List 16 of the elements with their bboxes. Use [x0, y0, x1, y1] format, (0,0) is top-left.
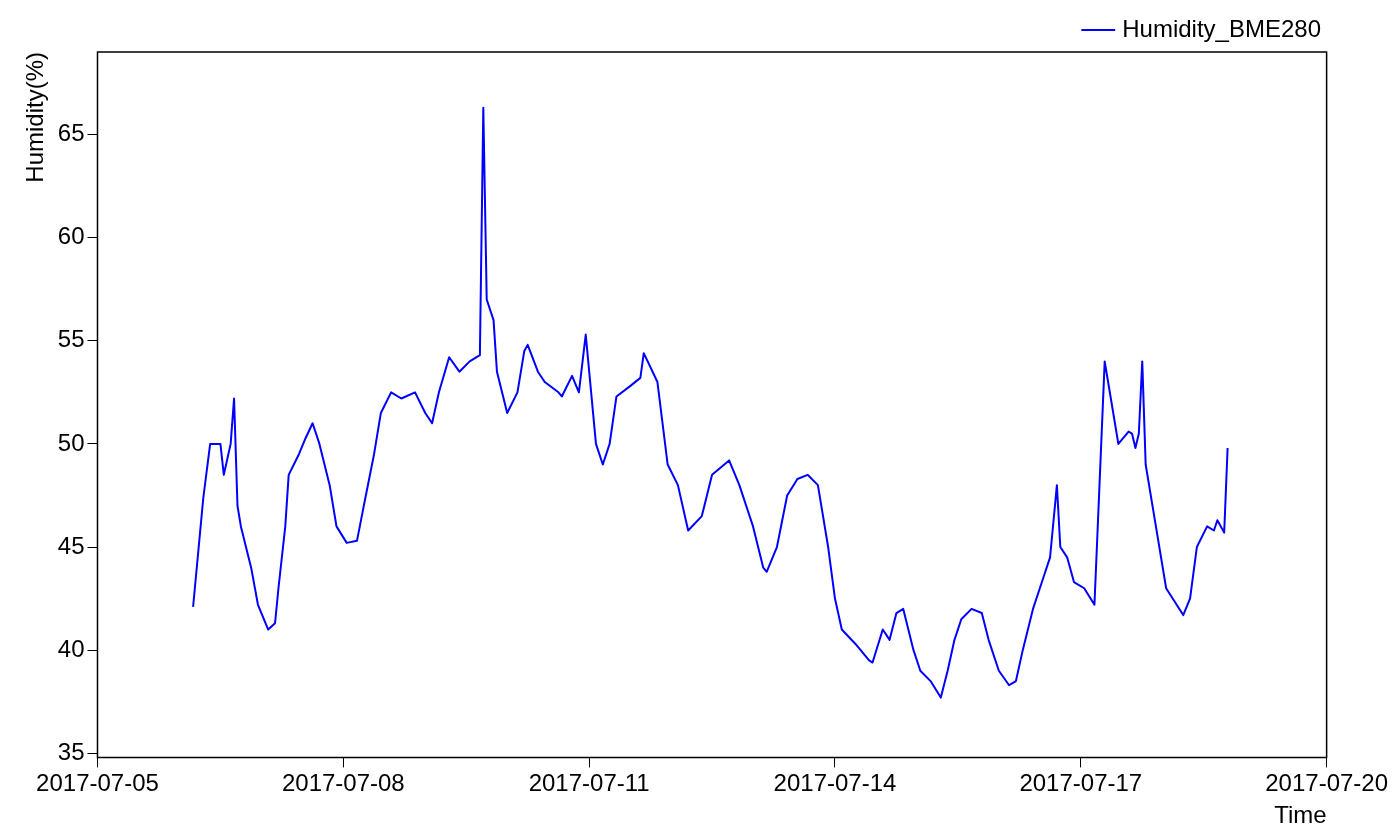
x-axis-title: Time — [1274, 801, 1327, 829]
x-tick-label: 2017-07-08 — [281, 769, 405, 797]
x-tick-label: 2017-07-20 — [1265, 769, 1388, 797]
y-tick-label: 40 — [57, 634, 85, 662]
x-tick-label: 2017-07-11 — [528, 769, 650, 797]
x-tick-label: 2017-07-14 — [773, 769, 897, 797]
x-tick-label: 2017-07-05 — [36, 769, 159, 797]
y-tick-label: 50 — [57, 428, 85, 456]
y-tick-label: 35 — [57, 737, 85, 765]
y-tick-label: 55 — [57, 325, 85, 353]
y-tick-label: 45 — [57, 531, 85, 559]
legend-label: Humidity_BME280 — [1122, 14, 1321, 42]
y-tick-label: 65 — [57, 119, 85, 147]
x-tick-label: 2017-07-17 — [1019, 769, 1143, 797]
y-tick-label: 60 — [57, 222, 85, 250]
y-axis-title: Humidity(%) — [21, 52, 49, 183]
